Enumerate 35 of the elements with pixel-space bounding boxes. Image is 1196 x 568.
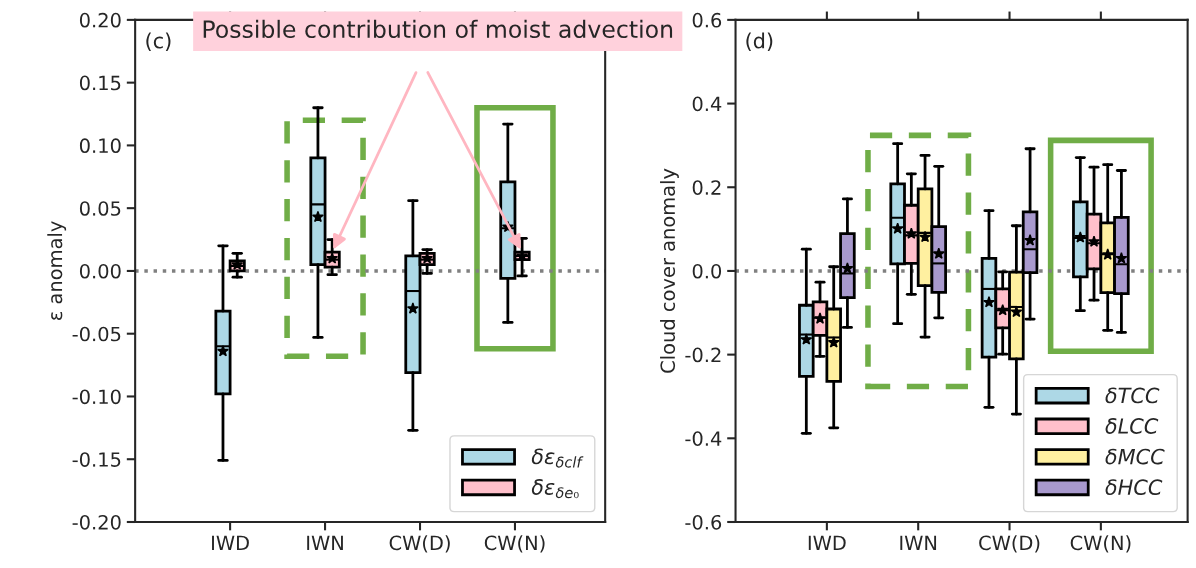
y-tick-label: 0.4 [692,96,722,112]
legend-label: δTCC [1105,387,1160,404]
legend-label: δε$_{δe₀}$ [531,479,579,499]
legend-label: δε$_{δclf}$ [531,448,584,468]
legend-label: δLCC [1105,418,1159,434]
y-tick-label: -0.10 [72,389,121,405]
y-tick-label: 0.20 [79,12,121,28]
legend-label: δMCC [1105,448,1165,465]
y-tick-label: 0.00 [79,263,121,279]
y-tick-label: 0.6 [692,12,722,28]
x-tick-label: CW(N) [1070,535,1131,553]
annotation: Possible contribution of moist advection [203,19,673,39]
y-tick-label: 0.0 [692,263,722,279]
x-tick-label: IWN [900,535,937,550]
y-tick-label: -0.6 [685,514,722,530]
y-tick-label: -0.15 [72,452,121,467]
x-tick-label: IWN [307,535,343,550]
y-tick-label: 0.05 [79,201,121,216]
y-axis-title: ε anomaly [47,221,67,320]
y-axis-title: Cloud cover anomaly [660,168,679,373]
annotation: (c) [146,32,171,52]
y-tick-label: 0.15 [79,75,121,91]
x-tick-label: CW(D) [979,535,1040,553]
x-tick-label: IWD [212,535,249,550]
y-tick-label: -0.2 [685,347,721,363]
x-tick-label: CW(D) [389,535,450,553]
y-tick-label: 0.2 [692,180,721,195]
legend-label: δHCC [1105,479,1163,496]
y-tick-label: -0.05 [72,326,121,342]
x-tick-label: IWD [808,535,846,550]
y-tick-label: -0.4 [685,431,722,446]
y-tick-label: 0.10 [79,138,121,154]
y-tick-label: -0.20 [72,514,121,530]
annotation: (d) [746,32,773,52]
x-tick-label: CW(N) [484,535,545,553]
